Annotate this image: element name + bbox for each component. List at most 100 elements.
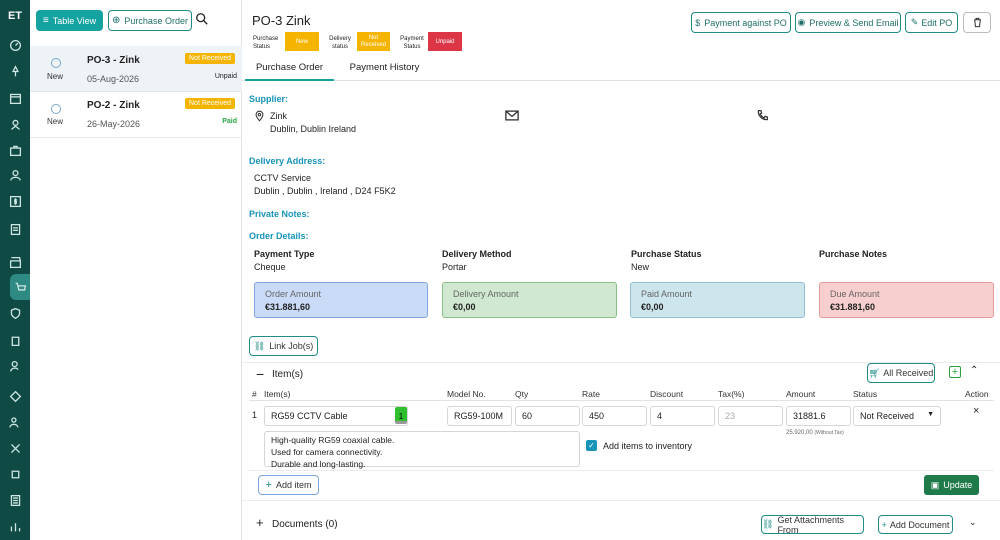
- amount-without-tax-value: 25.920,00: [786, 430, 813, 436]
- users-icon[interactable]: [7, 414, 23, 430]
- add-item-label: Add item: [275, 480, 312, 490]
- trash-icon: [973, 17, 981, 28]
- table-view-button[interactable]: ≡ Table View: [36, 10, 103, 31]
- briefcase-icon[interactable]: [7, 142, 23, 158]
- calendar-icon[interactable]: [7, 90, 23, 106]
- chevron-up-icon[interactable]: ⌃: [970, 365, 979, 376]
- order-amount-value: €31.881,60: [265, 302, 311, 312]
- app-logo[interactable]: ET: [7, 10, 23, 22]
- tools-icon[interactable]: [7, 440, 23, 456]
- report-icon[interactable]: [7, 492, 23, 508]
- qty-field[interactable]: 60: [515, 406, 580, 426]
- get-attachments-button[interactable]: ⛓ Get Attachments From: [761, 514, 864, 535]
- status-select[interactable]: Not Received ▼: [853, 406, 941, 426]
- item-description-field[interactable]: High-quality RG59 coaxial cable. Used fo…: [264, 431, 580, 469]
- user-icon[interactable]: [7, 167, 23, 183]
- bag-icon[interactable]: [7, 332, 23, 348]
- update-button[interactable]: ▣ Update: [924, 475, 979, 495]
- delivery-amount-value: €0,00: [453, 302, 476, 312]
- delivery-line1: CCTV Service: [254, 173, 312, 183]
- col-tax: Tax(%): [718, 389, 745, 399]
- select-radio[interactable]: [51, 104, 61, 114]
- remove-row-icon[interactable]: ×: [973, 405, 980, 417]
- list-icon: ≡: [42, 15, 49, 26]
- store-icon[interactable]: [7, 254, 23, 270]
- chart-icon[interactable]: [7, 518, 23, 534]
- col-num: #: [252, 389, 257, 399]
- add-document-button[interactable]: + Add Document: [878, 515, 953, 534]
- tab-purchase-order[interactable]: Purchase Order: [245, 54, 334, 81]
- location-icon[interactable]: [7, 116, 23, 132]
- link-jobs-button[interactable]: ⛓ Link Job(s): [249, 336, 318, 356]
- dollar-icon: $: [695, 17, 701, 28]
- location-icon: [254, 110, 265, 124]
- purchase-status-badge: New: [285, 32, 319, 51]
- all-received-button[interactable]: 🛒︎ All Received: [867, 363, 935, 383]
- chevron-down-icon[interactable]: ⌄: [969, 517, 977, 527]
- rate-field[interactable]: 450: [582, 406, 647, 426]
- document-icon[interactable]: [7, 221, 23, 237]
- link-jobs-label: Link Job(s): [269, 341, 314, 351]
- cart-icon[interactable]: [10, 274, 30, 300]
- edit-po-button[interactable]: ✎ Edit PO: [905, 12, 958, 33]
- select-radio[interactable]: [51, 58, 61, 68]
- edit-icon: ✎: [910, 17, 919, 27]
- purchase-notes-label: Purchase Notes: [819, 249, 888, 259]
- phone-icon[interactable]: [756, 109, 769, 124]
- add-to-inventory-label: Add items to inventory: [603, 441, 693, 451]
- delete-button[interactable]: [963, 12, 991, 33]
- cart-check-icon: 🛒︎: [868, 367, 881, 378]
- eye-icon: ◉: [797, 17, 806, 27]
- col-amount: Amount: [786, 389, 816, 399]
- amount-field: 31881.6: [786, 406, 851, 426]
- shield-icon[interactable]: [7, 305, 23, 321]
- add-item-button[interactable]: + Add item: [258, 475, 319, 495]
- stock-indicator: 1: [395, 407, 407, 424]
- dollar-icon[interactable]: [7, 193, 23, 209]
- payment-status: Paid: [222, 118, 237, 125]
- paid-amount-value: €0,00: [641, 302, 664, 312]
- po-detail: PO-3 Zink Purchase Status New Delivery s…: [242, 0, 1000, 540]
- delivery-status-label: Delivery status: [329, 36, 351, 50]
- all-received-label: All Received: [883, 368, 934, 378]
- user-settings-icon[interactable]: [7, 358, 23, 374]
- payment-status-label: Payment Status: [400, 36, 424, 50]
- col-model: Model No.: [447, 389, 486, 399]
- amount-without-tax-note: (Without Tax): [814, 430, 844, 436]
- amount-without-tax: 25.920,00 (Without Tax): [786, 430, 844, 436]
- list-item[interactable]: New PO-2 - Zink Not Received 26-May-2026…: [30, 92, 242, 138]
- delivery-method-label: Delivery Method: [442, 249, 512, 259]
- new-purchase-order-button[interactable]: ⊕ Purchase Order: [108, 10, 192, 31]
- desc-line: Used for camera connectivity.: [271, 447, 383, 457]
- tab-payment-history[interactable]: Payment History: [349, 62, 420, 73]
- list-item[interactable]: New PO-3 - Zink Not Received 05-Aug-2026…: [30, 46, 242, 92]
- search-icon[interactable]: [195, 12, 209, 26]
- purchase-status-label: Purchase Status: [253, 36, 279, 50]
- expand-documents-icon[interactable]: +: [256, 515, 264, 530]
- discount-field[interactable]: 4: [650, 406, 715, 426]
- purchase-status-field-label: Purchase Status: [631, 249, 702, 259]
- tax-field[interactable]: 23: [718, 406, 783, 426]
- puzzle-icon[interactable]: [7, 466, 23, 482]
- item-title: PO-2 - Zink: [87, 100, 140, 111]
- mail-icon[interactable]: [505, 110, 519, 123]
- get-attachments-label: Get Attachments From: [777, 514, 844, 535]
- link-icon: ⛓: [253, 340, 266, 351]
- add-row-icon[interactable]: +: [949, 366, 961, 378]
- model-no-field[interactable]: RG59-100M: [447, 406, 512, 426]
- pin-icon[interactable]: [7, 63, 23, 79]
- item-name-field[interactable]: RG59 CCTV Cable: [264, 406, 408, 426]
- purchase-order-label: Purchase Order: [124, 15, 188, 26]
- add-to-inventory-checkbox[interactable]: ✓: [586, 440, 597, 451]
- payment-status-badge: Unpaid: [428, 32, 462, 51]
- collapse-items-icon[interactable]: −: [256, 366, 265, 382]
- caret-down-icon: ▼: [927, 411, 934, 418]
- col-rate: Rate: [582, 389, 600, 399]
- file-icon: ▣: [930, 479, 940, 490]
- payment-against-po-button[interactable]: $ Payment against PO: [691, 12, 791, 33]
- dashboard-icon[interactable]: [7, 37, 23, 53]
- page-title: PO-3 Zink: [252, 13, 311, 28]
- order-amount-label: Order Amount: [265, 289, 322, 299]
- preview-send-email-button[interactable]: ◉ Preview & Send Email: [795, 12, 901, 33]
- diamond-icon[interactable]: [7, 388, 23, 404]
